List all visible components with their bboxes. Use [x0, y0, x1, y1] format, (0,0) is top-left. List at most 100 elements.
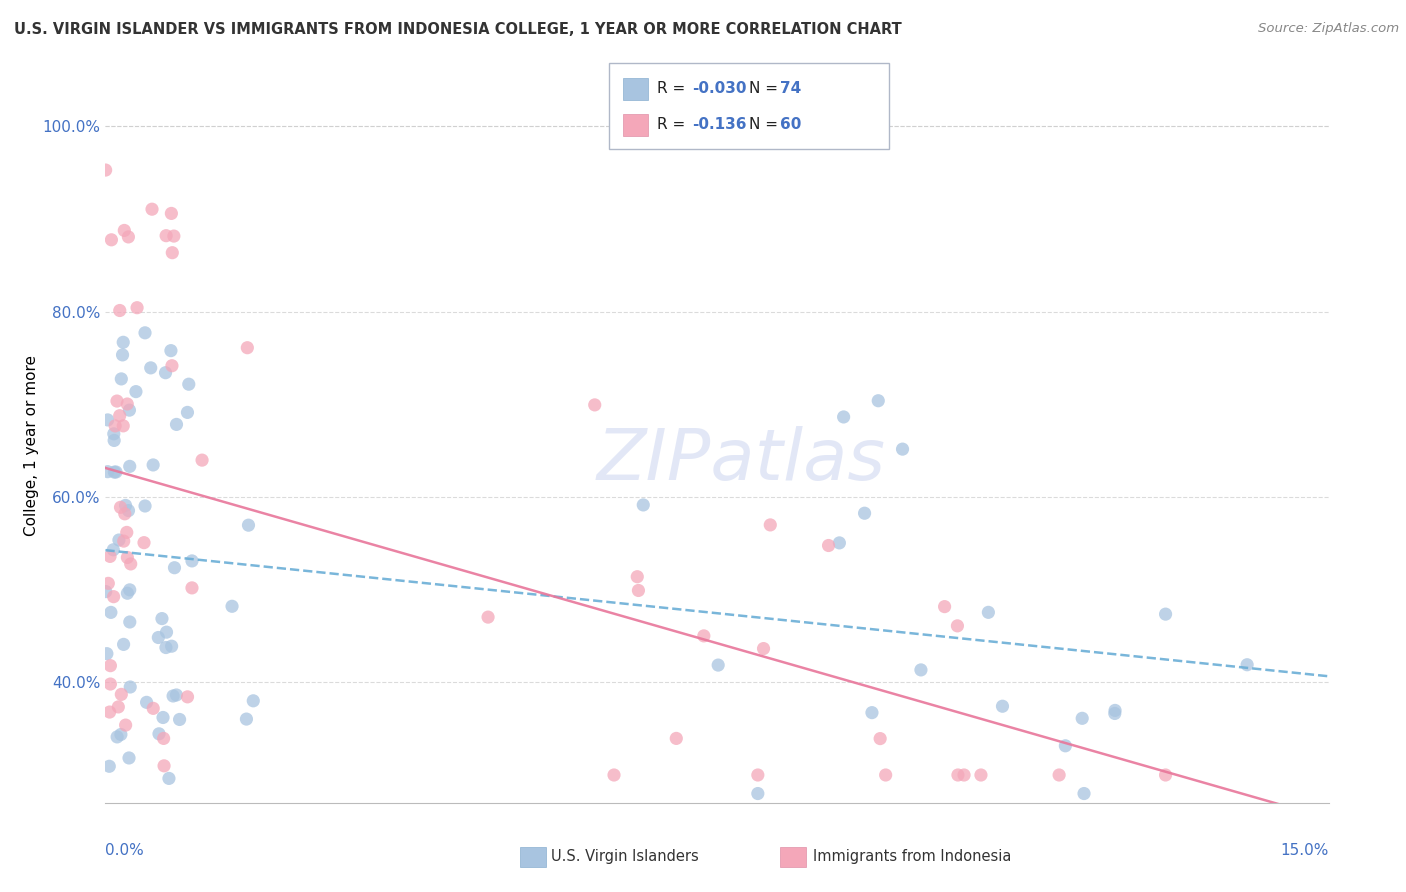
Point: [117, 503, 139, 517]
Point: [105, 394, 128, 409]
Point: [875, 768, 897, 782]
Point: [152, 731, 174, 746]
Point: [117, 586, 139, 600]
Text: Immigrants from Indonesia: Immigrants from Indonesia: [813, 849, 1011, 863]
Point: [633, 498, 655, 512]
Point: [134, 499, 156, 513]
Point: [148, 727, 170, 741]
Text: 74: 74: [780, 81, 801, 95]
Point: [142, 458, 165, 472]
Text: 60: 60: [780, 118, 801, 132]
Point: [142, 701, 165, 715]
Text: R =: R =: [657, 118, 690, 132]
Point: [98, 759, 121, 773]
Point: [1071, 711, 1094, 725]
Point: [115, 525, 138, 540]
Point: [238, 518, 260, 533]
Point: [103, 434, 125, 448]
Point: [1236, 657, 1258, 672]
Point: [98, 705, 121, 719]
Point: [235, 712, 257, 726]
Point: [97, 413, 120, 427]
Point: [155, 625, 177, 640]
Text: 15.0%: 15.0%: [1281, 843, 1329, 858]
Point: [135, 695, 157, 709]
Point: [100, 658, 122, 673]
Point: [125, 301, 148, 315]
Point: [191, 453, 214, 467]
Point: [162, 689, 184, 703]
Point: [176, 690, 198, 704]
Point: [869, 731, 891, 746]
Point: [603, 768, 626, 782]
Text: Source: ZipAtlas.com: Source: ZipAtlas.com: [1258, 22, 1399, 36]
Text: N =: N =: [749, 118, 783, 132]
Point: [155, 228, 177, 243]
Text: -0.030: -0.030: [692, 81, 747, 95]
Point: [1073, 787, 1095, 801]
Point: [242, 694, 264, 708]
Point: [114, 718, 136, 732]
Text: 0.0%: 0.0%: [105, 843, 145, 858]
Point: [626, 570, 648, 584]
Point: [934, 599, 956, 614]
Point: [693, 629, 716, 643]
Point: [112, 223, 135, 237]
Point: [747, 768, 769, 782]
Point: [759, 517, 782, 532]
Point: [117, 230, 139, 244]
Point: [1154, 768, 1177, 782]
Point: [583, 398, 606, 412]
Point: [953, 768, 976, 782]
Y-axis label: College, 1 year or more: College, 1 year or more: [24, 356, 39, 536]
Point: [169, 713, 191, 727]
Point: [118, 403, 141, 417]
Point: [946, 619, 969, 633]
Text: U.S. Virgin Islanders: U.S. Virgin Islanders: [551, 849, 699, 863]
Point: [970, 768, 993, 782]
Text: -0.136: -0.136: [692, 118, 747, 132]
Point: [163, 560, 186, 574]
Point: [103, 465, 125, 479]
Point: [150, 611, 173, 625]
Point: [747, 787, 769, 801]
Point: [111, 348, 134, 362]
Point: [891, 442, 914, 457]
Point: [120, 557, 142, 571]
Point: [160, 639, 183, 653]
Point: [98, 549, 121, 564]
Point: [100, 606, 122, 620]
Point: [120, 680, 142, 694]
Point: [118, 751, 141, 765]
Point: [125, 384, 148, 399]
Point: [860, 706, 883, 720]
Point: [110, 687, 132, 701]
Point: [97, 576, 120, 591]
Point: [155, 366, 177, 380]
Point: [157, 772, 180, 786]
Text: N =: N =: [749, 81, 783, 95]
Point: [1104, 703, 1126, 717]
Point: [946, 768, 969, 782]
Point: [817, 539, 839, 553]
Point: [1104, 706, 1126, 721]
Point: [96, 647, 118, 661]
Point: [100, 677, 122, 691]
Point: [236, 341, 259, 355]
Point: [141, 202, 163, 217]
Point: [100, 233, 122, 247]
Point: [853, 506, 876, 520]
Point: [114, 499, 136, 513]
Point: [665, 731, 688, 746]
Point: [110, 727, 132, 741]
Point: [118, 459, 141, 474]
Point: [181, 581, 204, 595]
Text: ZIPatlas: ZIPatlas: [598, 425, 886, 495]
Point: [117, 397, 139, 411]
Point: [221, 599, 243, 614]
Point: [112, 335, 135, 350]
Point: [104, 418, 127, 433]
Point: [112, 418, 135, 433]
Point: [103, 542, 125, 557]
Point: [112, 637, 135, 651]
